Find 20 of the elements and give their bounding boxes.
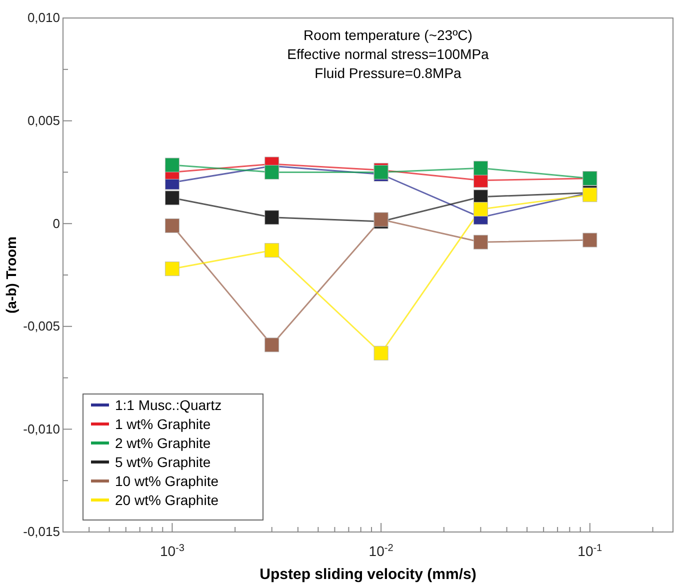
legend-label: 10 wt% Graphite [115,473,219,489]
x-tick-label: 10$^{-1}$ [578,542,603,559]
annotation: Effective normal stress=100MPa [287,46,490,62]
legend-label: 5 wt% Graphite [115,454,211,470]
y-tick-label: -0,010 [23,421,60,436]
x-tick-label: 10$^{-3}$ [160,542,185,559]
x-axis-title: Upstep sliding velocity (mm/s) [260,566,476,583]
legend-label: 1 wt% Graphite [115,416,211,432]
legend-label: 20 wt% Graphite [115,492,219,508]
annotation: Fluid Pressure=0.8MPa [314,65,462,81]
y-tick-label: -0,015 [23,524,60,540]
y-tick-label: 0,005 [27,112,60,128]
text: Room temperature (~23ºC) [304,27,472,43]
legend-label: 2 wt% Graphite [115,435,211,451]
y-axis-title: (a-b) Troom [3,236,19,314]
x-tick-label: 10$^{-2}$ [368,542,394,559]
legend-label: 1:1 Musc.:Quartz [115,397,222,413]
y-tick-label: 0 [52,216,60,231]
y-tick-label: -0,005 [23,318,60,334]
y-tick-label: 0,010 [27,10,60,26]
